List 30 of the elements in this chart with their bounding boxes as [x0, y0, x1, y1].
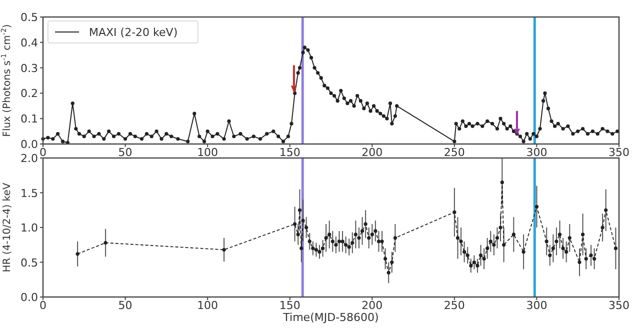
- y-tick-label: 0.3: [20, 62, 38, 75]
- y-tick-label: 0.0: [20, 291, 38, 304]
- x-tick-label: 150: [279, 146, 300, 159]
- x-tick-label: 350: [608, 299, 630, 312]
- x-tick-label: 150: [279, 299, 300, 312]
- x-tick-label: 50: [118, 299, 132, 312]
- x-tick-label: 300: [526, 299, 548, 312]
- x-tick-label: 200: [362, 146, 383, 159]
- x-tick-label: 100: [197, 299, 218, 312]
- y-tick-label: 0.0: [20, 138, 38, 151]
- y-tick-label: 0.1: [20, 112, 38, 126]
- legend-label: MAXI (2-20 keV): [89, 26, 178, 39]
- x-tick-label: 350: [608, 146, 630, 159]
- x-axis-title: Time(MJD-58600): [282, 311, 379, 324]
- y-tick-label: 1.5: [20, 186, 38, 200]
- y-tick-label: 2.0: [20, 152, 38, 165]
- x-tick-label: 200: [362, 299, 383, 312]
- x-tick-label: 100: [197, 146, 218, 159]
- y-tick-label: 0.2: [20, 87, 38, 100]
- x-tick-label: 250: [444, 299, 465, 312]
- y-tick-label: 0.5: [20, 11, 38, 24]
- x-tick-label: 250: [444, 146, 465, 159]
- y-tick-label: 1.0: [20, 222, 38, 234]
- x-tick-label: 0: [40, 146, 46, 159]
- x-tick-label: 50: [118, 146, 132, 159]
- y-tick-label: 0.4: [20, 36, 38, 50]
- x-tick-label: 300: [526, 146, 548, 159]
- x-tick-label: 0: [40, 299, 46, 312]
- y-axis-title: HR (4-10/2-4) keV: [2, 182, 13, 272]
- y-tick-label: 0.5: [20, 256, 38, 270]
